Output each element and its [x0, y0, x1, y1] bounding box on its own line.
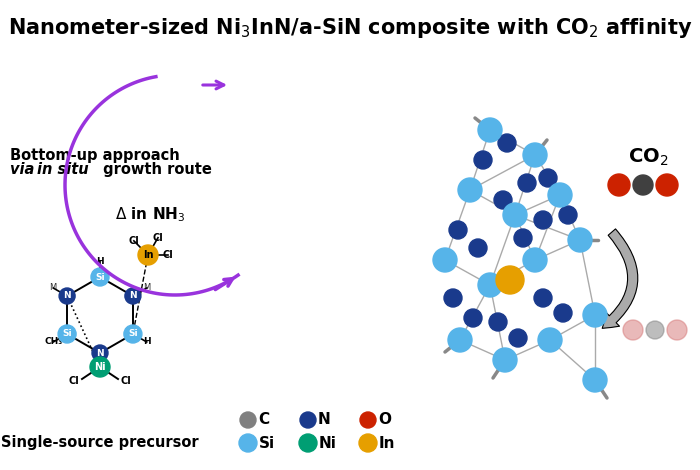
- Circle shape: [458, 178, 482, 202]
- Circle shape: [474, 151, 492, 169]
- Text: H: H: [96, 257, 104, 266]
- Circle shape: [523, 143, 547, 167]
- Circle shape: [90, 357, 110, 377]
- Circle shape: [608, 174, 630, 196]
- Text: Nanometer-sized Ni$_3$InN/a-SiN composite with CO$_2$ affinity: Nanometer-sized Ni$_3$InN/a-SiN composit…: [8, 16, 692, 40]
- Circle shape: [444, 289, 462, 307]
- Circle shape: [433, 248, 457, 272]
- Circle shape: [534, 211, 552, 229]
- Text: In: In: [379, 436, 396, 451]
- Circle shape: [92, 345, 108, 361]
- Text: H: H: [143, 337, 150, 346]
- Text: N: N: [318, 413, 330, 428]
- Circle shape: [534, 289, 552, 307]
- Circle shape: [523, 248, 547, 272]
- Text: CO$_2$: CO$_2$: [628, 146, 668, 168]
- Circle shape: [656, 174, 678, 196]
- Circle shape: [299, 434, 317, 452]
- Text: Ni: Ni: [319, 436, 337, 451]
- Circle shape: [489, 313, 507, 331]
- Circle shape: [583, 303, 607, 327]
- Circle shape: [359, 434, 377, 452]
- Circle shape: [138, 245, 158, 265]
- Text: M: M: [143, 283, 150, 292]
- Circle shape: [503, 203, 527, 227]
- Circle shape: [360, 412, 376, 428]
- Text: Si: Si: [62, 329, 72, 338]
- Circle shape: [509, 329, 527, 347]
- Circle shape: [448, 328, 472, 352]
- Text: via: via: [10, 162, 39, 177]
- Text: in situ: in situ: [37, 162, 89, 177]
- Text: O: O: [378, 413, 391, 428]
- Circle shape: [646, 321, 664, 339]
- Circle shape: [91, 268, 109, 286]
- Text: Cl: Cl: [129, 236, 139, 246]
- Text: Cl: Cl: [120, 376, 132, 386]
- Circle shape: [667, 320, 687, 340]
- Circle shape: [568, 228, 592, 252]
- Text: Si: Si: [95, 273, 105, 282]
- Circle shape: [464, 309, 482, 327]
- Text: Ni: Ni: [94, 362, 106, 372]
- Circle shape: [559, 206, 577, 224]
- Circle shape: [514, 229, 532, 247]
- Circle shape: [496, 266, 524, 294]
- Text: growth route: growth route: [98, 162, 212, 177]
- Circle shape: [125, 288, 141, 304]
- Circle shape: [449, 221, 467, 239]
- Circle shape: [538, 328, 562, 352]
- Circle shape: [623, 320, 643, 340]
- Circle shape: [478, 118, 502, 142]
- Text: N: N: [63, 291, 71, 300]
- Circle shape: [58, 325, 76, 343]
- FancyArrowPatch shape: [602, 229, 638, 329]
- Circle shape: [583, 368, 607, 392]
- Text: $\Delta$ in NH$_3$: $\Delta$ in NH$_3$: [115, 205, 186, 224]
- Text: M: M: [50, 283, 57, 292]
- Circle shape: [478, 273, 502, 297]
- Text: Cl: Cl: [162, 250, 174, 260]
- Circle shape: [59, 288, 75, 304]
- Text: CH₃: CH₃: [44, 337, 62, 346]
- Text: Cl: Cl: [153, 233, 163, 243]
- Circle shape: [493, 348, 517, 372]
- Circle shape: [633, 175, 653, 195]
- Text: N: N: [129, 291, 137, 300]
- Circle shape: [239, 434, 257, 452]
- Circle shape: [494, 191, 512, 209]
- Text: In: In: [143, 250, 153, 260]
- Text: Si: Si: [128, 329, 138, 338]
- Text: Bottom-up approach: Bottom-up approach: [10, 148, 180, 163]
- Circle shape: [240, 412, 256, 428]
- FancyArrowPatch shape: [602, 229, 638, 329]
- Circle shape: [300, 412, 316, 428]
- Text: C: C: [258, 413, 269, 428]
- Text: Single-source precursor: Single-source precursor: [1, 435, 199, 450]
- Circle shape: [498, 134, 516, 152]
- Circle shape: [554, 304, 572, 322]
- Text: Si: Si: [259, 436, 275, 451]
- Circle shape: [548, 183, 572, 207]
- Circle shape: [469, 239, 487, 257]
- Text: M: M: [97, 365, 104, 374]
- Text: Cl: Cl: [69, 376, 79, 386]
- Circle shape: [539, 169, 557, 187]
- Circle shape: [518, 174, 536, 192]
- Circle shape: [124, 325, 142, 343]
- Text: N: N: [96, 348, 104, 358]
